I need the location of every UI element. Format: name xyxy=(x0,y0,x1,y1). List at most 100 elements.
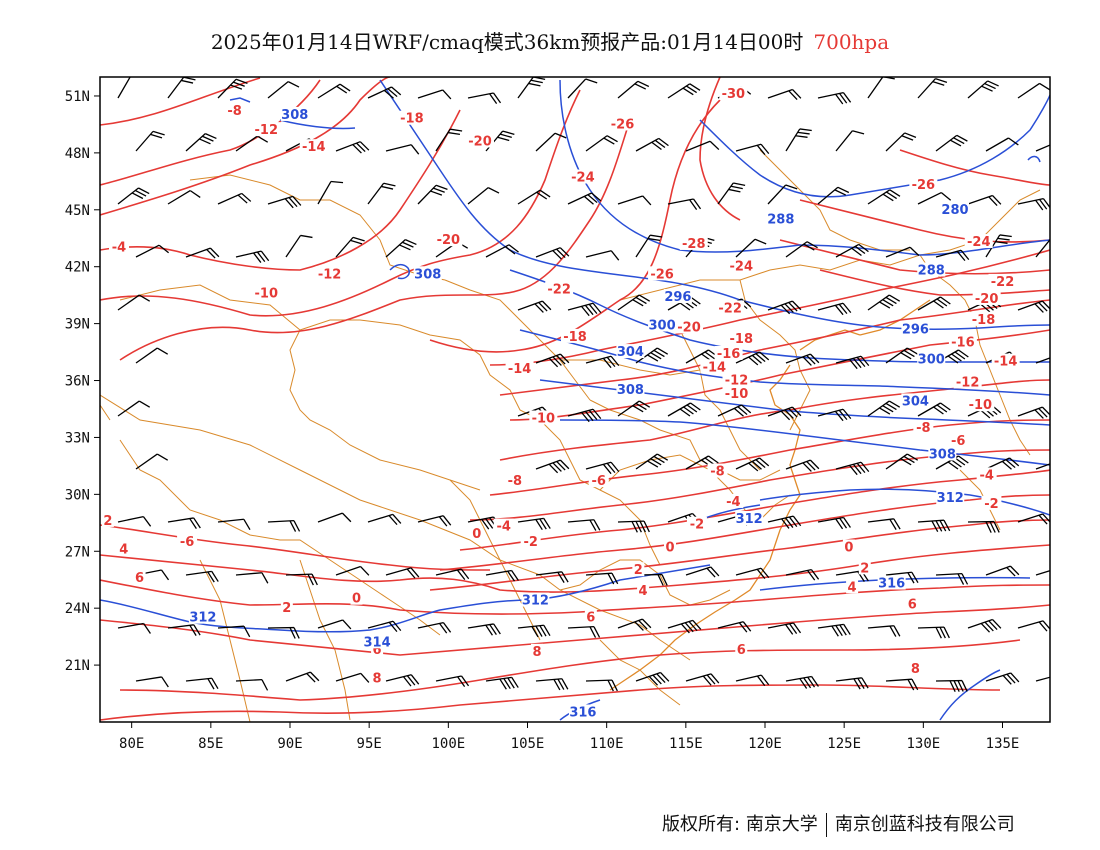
lon-tick-label: 90E xyxy=(277,736,302,752)
wind-barb xyxy=(317,512,352,523)
label-halo xyxy=(948,433,969,448)
wind-barb xyxy=(835,461,870,476)
wind-barb xyxy=(335,141,370,154)
contour-label: 316 xyxy=(878,577,905,592)
wind-barb xyxy=(135,130,165,152)
wind-barb xyxy=(117,77,144,99)
label-halo xyxy=(707,463,728,478)
lon-tick-label: 135E xyxy=(986,736,1020,752)
wind-barb xyxy=(335,672,370,683)
label-halo xyxy=(648,317,677,332)
contour-label: -26 xyxy=(611,117,635,132)
label-halo xyxy=(901,393,930,408)
wind-barb xyxy=(467,623,501,636)
wind-barb xyxy=(167,624,201,636)
contour-label: 4 xyxy=(119,542,128,557)
label-halo xyxy=(616,344,645,359)
contour-label: 308 xyxy=(281,108,308,123)
wind-barb xyxy=(335,236,365,258)
wind-barb xyxy=(1017,300,1050,313)
wind-barb xyxy=(267,519,301,532)
contour-label: -26 xyxy=(650,267,674,282)
wind-barb xyxy=(935,679,968,692)
contour-label: -20 xyxy=(677,320,701,335)
lon-tick-label: 95E xyxy=(357,736,382,752)
wind-barb xyxy=(885,132,917,152)
label-halo xyxy=(735,641,748,656)
wind-barb xyxy=(735,674,770,687)
wind-barb xyxy=(885,453,919,470)
wind-barb xyxy=(535,132,567,152)
wind-barb xyxy=(835,677,869,690)
copyright-org1: 南京大学 xyxy=(745,814,818,835)
latitude-axis: 51N 48N 45N 42N 39N 36N 33N 30N 27N 24N 21N xyxy=(65,89,100,674)
wind-barb xyxy=(1017,82,1050,99)
wind-barb xyxy=(935,572,969,585)
wind-barb xyxy=(535,247,570,260)
label-halo xyxy=(714,345,743,360)
wind-barb xyxy=(785,353,820,366)
contour-label: 8 xyxy=(911,662,920,677)
label-halo xyxy=(280,106,309,121)
contour-label: -24 xyxy=(730,260,754,275)
lat-tick-label: 45N xyxy=(65,203,90,219)
contour-label: 300 xyxy=(649,319,676,334)
contour-label: -12 xyxy=(725,374,749,389)
label-halo xyxy=(906,596,919,611)
temperature-labels: -8-12-14-18-20-26-30-24-26-24-20 -28-26-2… xyxy=(101,86,1020,686)
wind-barb xyxy=(817,91,852,105)
label-halo xyxy=(735,511,764,526)
wind-barb xyxy=(585,461,620,475)
contour-label: 288 xyxy=(767,212,794,227)
wind-barb xyxy=(135,347,169,364)
contour-label: -2 xyxy=(984,497,998,512)
contour-label: 6 xyxy=(908,597,917,612)
wind-barb xyxy=(617,618,652,631)
wind-barb xyxy=(367,620,402,633)
wind-barb xyxy=(767,88,802,101)
wind-barb xyxy=(135,676,169,688)
label-halo xyxy=(969,311,998,326)
wind-barb xyxy=(285,234,313,258)
wind-barb xyxy=(885,571,919,584)
contour-label: 6 xyxy=(737,643,746,658)
wind-barb xyxy=(167,517,201,529)
contour-label: 308 xyxy=(617,383,644,398)
label-halo xyxy=(909,177,938,192)
label-halo xyxy=(252,285,281,300)
contour-label: -10 xyxy=(969,398,993,413)
wind-barb xyxy=(517,624,551,638)
wind-barb xyxy=(867,625,901,637)
contour-label: -6 xyxy=(951,434,965,449)
wind-barbs xyxy=(117,77,1050,692)
contour-label: -24 xyxy=(967,235,991,250)
contour-label: 312 xyxy=(736,512,763,527)
contour-label: -12 xyxy=(318,267,342,282)
label-halo xyxy=(976,467,997,482)
label-halo xyxy=(466,133,494,148)
contour-label: -30 xyxy=(722,87,746,102)
lat-tick-label: 48N xyxy=(65,146,90,162)
contour-label: 304 xyxy=(617,345,644,360)
contour-label: -20 xyxy=(975,292,999,307)
wind-barb xyxy=(217,192,252,205)
contour-label: 0 xyxy=(472,527,481,542)
wind-barb xyxy=(935,249,970,262)
wind-barb xyxy=(667,83,701,99)
label-halo xyxy=(632,562,645,577)
wind-barb xyxy=(867,294,901,311)
wind-barb xyxy=(735,143,770,156)
wind-barb xyxy=(917,296,951,311)
wind-barb xyxy=(485,569,519,582)
label-halo xyxy=(675,319,703,334)
lon-tick-label: 110E xyxy=(590,736,624,752)
wind-barb xyxy=(417,515,452,527)
wind-barb xyxy=(135,244,170,258)
wind-barb xyxy=(235,135,269,152)
label-halo xyxy=(299,139,328,154)
label-halo xyxy=(727,330,756,345)
wind-barb xyxy=(517,189,551,205)
label-halo xyxy=(988,273,1017,288)
wind-barb xyxy=(885,347,919,364)
label-halo xyxy=(224,103,245,118)
